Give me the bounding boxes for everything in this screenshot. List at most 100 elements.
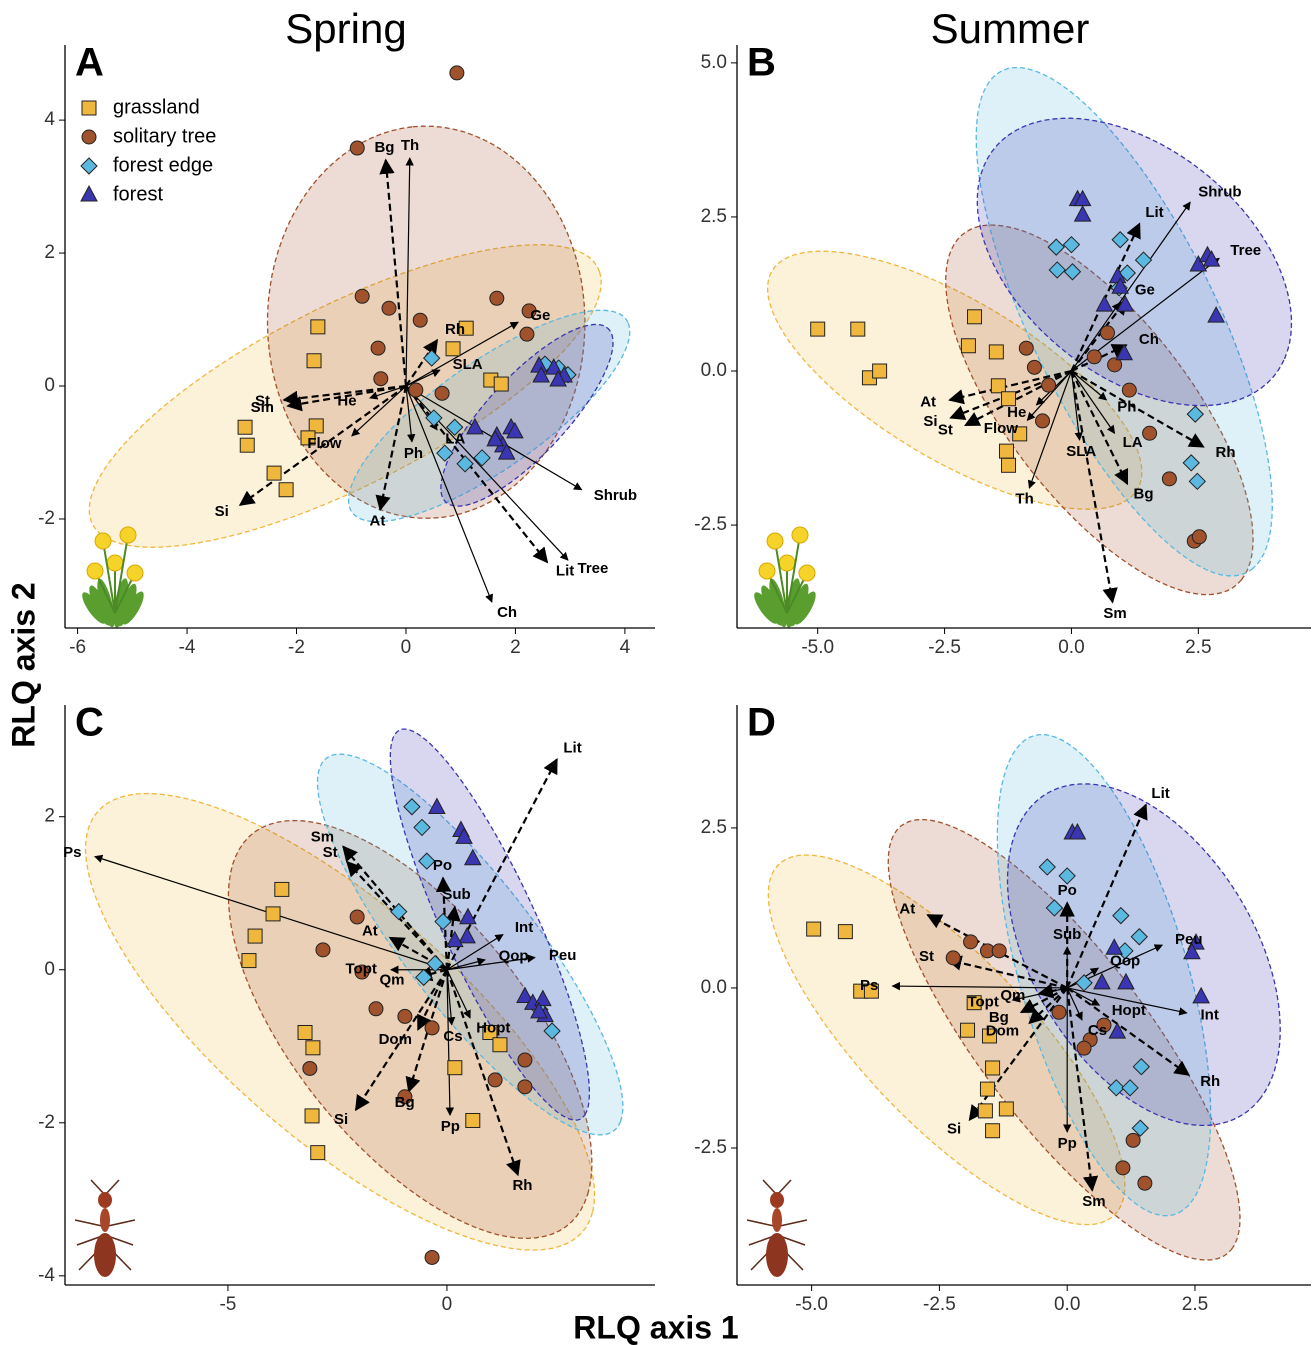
point — [397, 1008, 413, 1024]
point — [1115, 343, 1134, 361]
point — [1041, 377, 1057, 393]
arrow — [1071, 370, 1108, 401]
arrow — [446, 957, 486, 971]
x-tick-label: 0.0 — [1054, 1294, 1080, 1315]
thorax — [772, 1208, 782, 1232]
panel-label: B — [747, 41, 776, 85]
ant-icon — [746, 1179, 808, 1277]
x-tick-label: -5.0 — [801, 637, 834, 658]
point — [1012, 426, 1028, 442]
point — [872, 363, 888, 379]
point — [422, 349, 441, 367]
point — [1121, 382, 1137, 398]
arrow-label: St — [919, 948, 934, 965]
point — [534, 989, 552, 1007]
point — [1116, 295, 1135, 312]
arrow — [1019, 986, 1068, 1014]
arrow-label: Dom — [379, 1031, 412, 1048]
point — [988, 344, 1004, 360]
y-tick-label: 5.0 — [701, 52, 727, 73]
point — [549, 369, 567, 387]
arrow-label: Tree — [1230, 242, 1261, 259]
point — [990, 378, 1006, 394]
arrow-label: Sm — [311, 828, 334, 845]
point — [543, 1022, 561, 1040]
arrow-label: Shrub — [594, 487, 637, 504]
point — [1107, 357, 1123, 373]
arrow-label: Qm — [379, 971, 404, 988]
arrow-label: Ps — [860, 977, 878, 994]
arrow-label: He — [1007, 404, 1026, 421]
arrow-label: St — [255, 392, 270, 409]
leaf — [89, 585, 111, 626]
point — [516, 986, 534, 1004]
point — [1116, 942, 1134, 960]
point — [413, 818, 431, 837]
ellipse — [945, 224, 1254, 596]
point — [415, 968, 433, 987]
flower — [94, 532, 112, 550]
head — [770, 1192, 784, 1208]
arrow — [445, 969, 521, 1177]
point — [1192, 986, 1210, 1004]
point — [412, 312, 428, 328]
point — [354, 964, 370, 980]
arrow — [1066, 987, 1191, 1076]
point — [487, 1072, 503, 1088]
x-tick-label: -2 — [288, 637, 305, 658]
x-tick-label: 2 — [510, 637, 521, 658]
arrow-label: Bg — [374, 139, 394, 156]
arrow-label: Int — [1200, 1006, 1218, 1023]
point — [241, 953, 257, 969]
point — [456, 455, 474, 473]
point — [1134, 251, 1153, 269]
arrow-label: Peu — [549, 947, 577, 964]
ellipse — [767, 854, 1126, 1226]
arrow-label: Cs — [1088, 1022, 1107, 1039]
panel-label: C — [75, 701, 104, 745]
point — [368, 1001, 384, 1017]
y-tick-label: -2 — [38, 508, 55, 529]
x-tick-label: 4 — [620, 637, 631, 658]
point — [517, 1052, 533, 1068]
point — [428, 797, 446, 815]
point — [1191, 529, 1207, 545]
stem — [102, 540, 116, 614]
ellipse — [227, 819, 593, 1240]
point — [1108, 1022, 1127, 1039]
ant-icon — [74, 1179, 136, 1277]
arrow — [1066, 987, 1101, 1006]
arrow — [405, 385, 416, 443]
y-tick-label: -4 — [38, 1265, 55, 1286]
point — [463, 848, 482, 866]
arrow-label: Th — [1015, 490, 1033, 507]
point — [1112, 906, 1130, 925]
point — [390, 902, 408, 921]
x-tick-label: 0 — [442, 1294, 453, 1315]
point — [418, 852, 436, 870]
leaf — [789, 583, 809, 627]
point — [810, 321, 826, 337]
arrow — [446, 934, 504, 971]
point — [497, 443, 516, 460]
arrow — [1070, 370, 1129, 486]
point — [305, 1040, 321, 1056]
arrow — [282, 384, 407, 407]
ellipse — [975, 66, 1273, 577]
y-tick-label: 4 — [44, 109, 55, 130]
flower — [798, 564, 816, 582]
point — [1188, 472, 1207, 491]
arrow-label: At — [362, 923, 378, 940]
point — [1001, 391, 1017, 407]
point — [425, 409, 443, 427]
arrow — [1066, 987, 1099, 1192]
arrow-label: Ge — [530, 307, 550, 324]
point — [310, 319, 326, 335]
arrow-label: SLA — [1066, 443, 1096, 460]
y-tick-label: 2.5 — [701, 206, 727, 227]
point — [1075, 974, 1093, 992]
leaf — [769, 578, 787, 628]
point — [426, 954, 444, 973]
point — [963, 934, 979, 950]
point — [489, 290, 505, 306]
